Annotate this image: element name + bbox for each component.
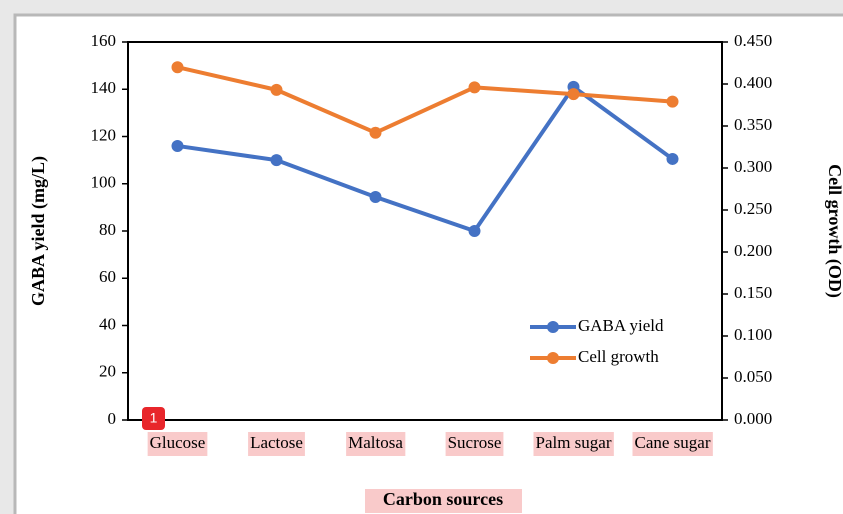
x-tick-label: Cane sugar — [634, 433, 710, 452]
y2-tick-label: 0.200 — [734, 241, 772, 260]
data-point — [171, 139, 184, 152]
badge — [142, 407, 165, 430]
data-point — [171, 61, 184, 74]
data-point — [666, 95, 679, 108]
y-tick-label: 0 — [108, 409, 117, 428]
y-tick-label: 60 — [99, 267, 116, 286]
x-axis-title: Carbon sources — [383, 489, 503, 509]
data-point — [270, 83, 283, 96]
y2-tick-label: 0.050 — [734, 367, 772, 386]
x-tick-label: Palm sugar — [535, 433, 611, 452]
y2-axis-title: Cell growth (OD) — [824, 164, 843, 298]
y-axis-title: GABA yield (mg/L) — [28, 156, 49, 306]
highlight — [147, 432, 208, 456]
y-tick-label: 100 — [91, 173, 117, 192]
y-tick-label: 40 — [99, 314, 116, 333]
legend-marker — [547, 321, 559, 333]
chart-card — [13, 13, 843, 514]
y-tick-label: 120 — [91, 125, 117, 144]
legend-marker — [547, 352, 559, 364]
legend-label: GABA yield — [578, 316, 664, 335]
y-tick-label: 80 — [99, 220, 116, 239]
highlight — [632, 432, 713, 456]
data-point — [369, 126, 382, 139]
series-line — [177, 84, 674, 233]
highlight — [445, 432, 504, 456]
y2-tick-label: 0.450 — [734, 31, 772, 50]
data-point — [369, 190, 382, 203]
highlight — [346, 432, 406, 456]
y2-tick-label: 0.000 — [734, 409, 772, 428]
highlight — [248, 432, 305, 456]
series-line — [177, 65, 673, 135]
data-point — [468, 81, 481, 94]
x-tick-label: Lactose — [250, 433, 303, 452]
data-point — [270, 154, 283, 167]
data-point — [666, 152, 679, 165]
y2-tick-label: 0.350 — [734, 115, 772, 134]
x-tick-label: Sucrose — [448, 433, 502, 452]
x-tick-label: Maltosa — [348, 433, 403, 452]
y2-tick-label: 0.400 — [734, 73, 772, 92]
legend-label: Cell growth — [578, 347, 659, 366]
data-point — [468, 225, 481, 237]
badge-label: 1 — [150, 410, 158, 426]
x-tick-label: Glucose — [150, 433, 206, 452]
y-tick-label: 140 — [91, 78, 117, 97]
y2-tick-label: 0.100 — [734, 325, 772, 344]
highlight — [365, 489, 522, 513]
data-point — [567, 88, 580, 101]
y2-tick-label: 0.150 — [734, 283, 772, 302]
y-tick-label: 160 — [91, 31, 117, 50]
y2-tick-label: 0.300 — [734, 157, 772, 176]
y2-tick-label: 0.250 — [734, 199, 772, 218]
y-tick-label: 20 — [99, 362, 116, 381]
highlight — [533, 432, 614, 456]
